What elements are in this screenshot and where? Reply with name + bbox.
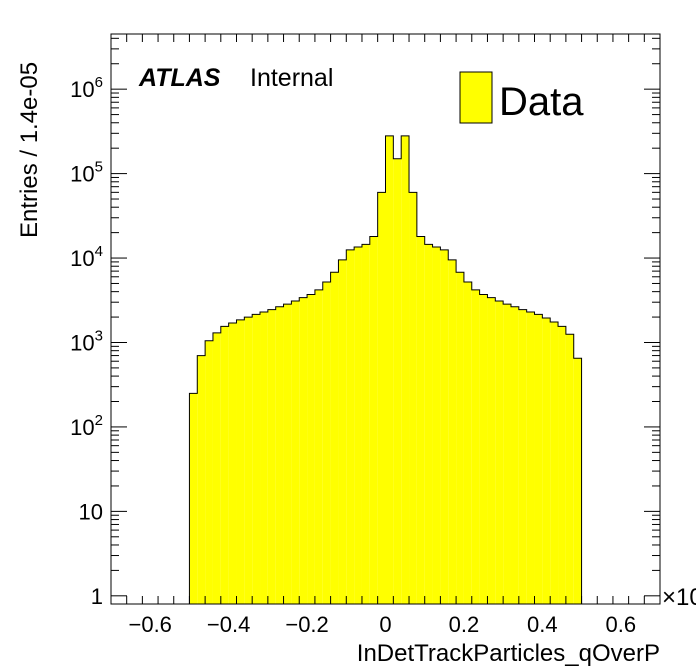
- x-tick-label: −0.6: [128, 612, 171, 637]
- y-tick-label: 1: [91, 584, 103, 609]
- histogram-bar: [448, 259, 457, 604]
- histogram-bar: [393, 158, 402, 604]
- histogram-bar: [534, 314, 543, 604]
- histogram-outline: [188, 135, 583, 604]
- histogram-bar: [267, 309, 276, 604]
- histogram-bar: [189, 393, 198, 604]
- histogram-bar: [401, 135, 410, 604]
- histogram-bar: [314, 289, 323, 604]
- y-tick-label: 10: [79, 499, 103, 524]
- y-tick-label: 102: [70, 412, 103, 440]
- histogram-bar: [330, 272, 339, 604]
- x-tick-label: 0.4: [527, 612, 558, 637]
- histogram-bar: [369, 236, 378, 605]
- histogram-bar: [338, 259, 347, 604]
- histogram-bar: [409, 192, 417, 604]
- histogram-bar: [299, 297, 308, 604]
- histogram-bar: [456, 272, 464, 604]
- histogram-bar: [385, 135, 394, 604]
- histogram-bar: [361, 244, 370, 604]
- histogram-bar: [220, 326, 229, 604]
- legend: Data: [459, 71, 584, 124]
- internal-label: Internal: [250, 64, 333, 92]
- histogram-bar: [236, 319, 245, 604]
- histogram-bar: [275, 306, 284, 604]
- histogram-bar: [518, 309, 527, 604]
- histogram-bar: [565, 334, 574, 604]
- histogram-bar: [212, 332, 221, 604]
- x-tick-label: 0.2: [449, 612, 480, 637]
- histogram-bar: [354, 247, 362, 604]
- histogram-bar: [463, 282, 472, 604]
- histogram-bar: [542, 317, 551, 604]
- histogram-bar: [558, 326, 566, 604]
- x-tick-label: 0: [379, 612, 391, 637]
- histogram-bar: [550, 321, 559, 604]
- y-tick-label: 104: [70, 243, 103, 271]
- histogram-bar: [260, 311, 268, 604]
- y-tick-label: 105: [70, 159, 103, 187]
- x-tick-label: −0.2: [285, 612, 328, 637]
- x-axis: −0.6 −0.4 −0.2 0 0.2 0.4 0.6: [110, 34, 661, 637]
- x-axis-title: InDetTrackParticles_qOverP: [357, 640, 660, 667]
- histogram-bar: [440, 249, 449, 604]
- histogram-bar: [252, 314, 261, 604]
- histogram-bar: [283, 304, 292, 604]
- histogram-bar: [479, 294, 488, 604]
- atlas-label: ATLAS: [138, 64, 221, 92]
- histogram-bar: [424, 244, 433, 604]
- legend-swatch-data: [459, 71, 493, 124]
- histogram-bar: [307, 294, 315, 604]
- histogram-bar: [291, 300, 300, 604]
- plot-frame: [110, 33, 661, 605]
- y-tick-label: 106: [70, 74, 103, 102]
- x-tick-label: 0.6: [605, 612, 636, 637]
- histogram-bar: [346, 249, 355, 604]
- histogram-bar: [526, 311, 535, 604]
- y-tick-label: 103: [70, 327, 103, 355]
- y-axis-title: Entries / 1.4e-05: [16, 62, 43, 238]
- histogram-bar: [471, 289, 480, 604]
- histogram-bar: [197, 355, 206, 604]
- histogram-bar: [510, 306, 519, 604]
- histogram-bar: [503, 304, 511, 604]
- histogram-bar: [205, 340, 213, 604]
- histogram-bar: [244, 317, 253, 604]
- histogram-bar: [228, 323, 237, 604]
- histogram-bar: [432, 247, 441, 604]
- histogram-bar: [377, 192, 386, 604]
- y-axis: 1 10 102 103 104 105 106: [70, 37, 660, 609]
- histogram-bars: [189, 135, 582, 605]
- x-axis-exponent: ×10: [662, 584, 696, 611]
- histogram-bar: [573, 358, 582, 604]
- histogram-bar: [487, 297, 496, 604]
- histogram-bar: [416, 236, 425, 605]
- legend-label-data: Data: [499, 80, 584, 124]
- histogram-bar: [322, 282, 331, 604]
- x-tick-label: −0.4: [207, 612, 250, 637]
- histogram-bar: [495, 300, 504, 604]
